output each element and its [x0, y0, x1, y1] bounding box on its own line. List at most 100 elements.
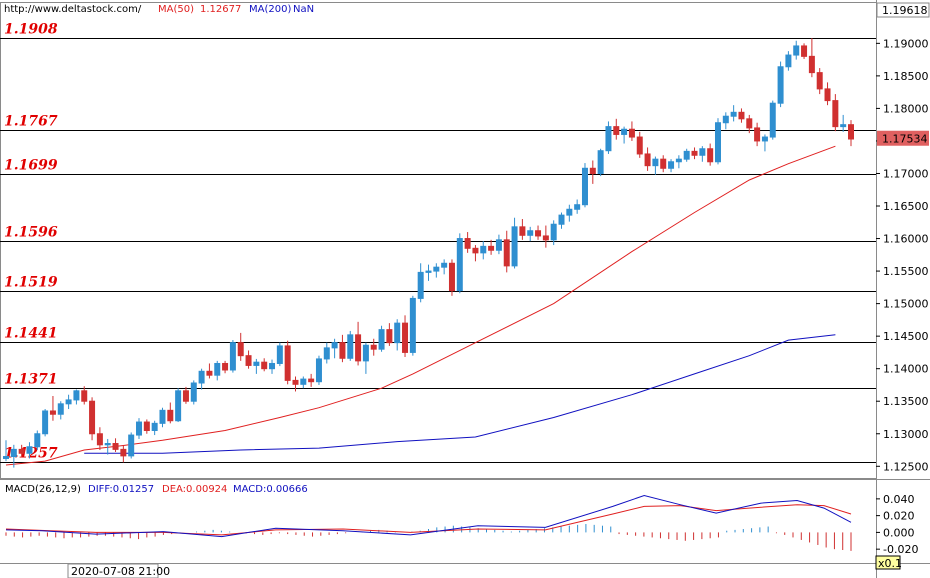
candle-body-39 [308, 378, 315, 383]
candle-body-10 [81, 390, 88, 402]
candle-body-61 [480, 245, 487, 254]
price-tick-11: 1.13500 [883, 395, 929, 408]
candle-body-7 [57, 403, 64, 415]
macd-tick-2: 0.000 [883, 526, 915, 539]
candle-body-31 [245, 355, 252, 366]
candle-body-29 [229, 342, 236, 371]
candle-body-74 [581, 167, 588, 206]
candle-body-41 [323, 347, 330, 360]
level-label-6: 1.1371 [4, 372, 58, 388]
level-label-4: 1.1519 [4, 275, 58, 291]
candle-body-1 [10, 448, 17, 458]
candle-body-57 [448, 262, 455, 292]
candle-body-96 [754, 127, 761, 142]
macd-multiplier-box [875, 555, 901, 570]
macd-dea-label: DEA:0.00924 [162, 484, 227, 495]
candle-body-26 [206, 370, 213, 376]
candle-body-38 [300, 378, 307, 385]
candle-body-5 [42, 410, 49, 435]
candles-layer [3, 38, 854, 468]
candle-body-9 [73, 390, 80, 401]
candle-body-17 [136, 421, 143, 436]
candle-body-47 [370, 344, 377, 350]
candle-body-87 [683, 150, 690, 160]
candle-body-58 [456, 238, 463, 292]
price-tick-5: 1.16500 [883, 200, 929, 213]
candle-body-27 [214, 362, 221, 376]
candle-body-66 [519, 226, 526, 236]
macd-label: MACD(26,12,9) [5, 484, 81, 495]
candle-body-6 [49, 410, 56, 415]
candle-body-94 [738, 111, 745, 120]
candle-body-82 [644, 153, 651, 167]
ma50-label: MA(50) [158, 4, 194, 15]
macd-tick-1: 0.020 [883, 510, 915, 523]
candle-body-23 [182, 390, 189, 402]
candle-body-52 [409, 297, 416, 353]
candle-body-42 [331, 342, 338, 349]
candle-body-22 [175, 390, 182, 422]
candle-body-64 [503, 239, 510, 267]
candle-body-95 [746, 118, 753, 129]
candle-body-88 [691, 150, 698, 156]
candle-body-93 [730, 111, 737, 117]
candle-body-35 [276, 345, 283, 364]
candle-body-99 [777, 66, 784, 104]
macd-tick-3: -0.020 [883, 543, 918, 556]
ma200-line [84, 334, 836, 454]
candle-body-98 [769, 102, 776, 138]
candle-body-68 [535, 230, 542, 237]
candle-body-50 [394, 322, 401, 344]
candle-body-12 [96, 433, 103, 446]
macd-layer: 0.040 0.020 0.000 -0.020 [5, 493, 918, 556]
ma200-label: MA(200) [249, 4, 291, 15]
level-label-1: 1.1767 [4, 114, 58, 130]
candle-body-45 [355, 334, 362, 362]
price-tick-7: 1.15500 [883, 265, 929, 278]
site-url: http://www.deltastock.com/ [4, 4, 142, 15]
price-tick-10: 1.14000 [883, 363, 929, 376]
candle-body-65 [511, 226, 518, 267]
top-value-box [876, 2, 930, 18]
candle-body-71 [558, 214, 565, 225]
candle-body-37 [292, 379, 299, 385]
candle-body-63 [495, 239, 502, 251]
candle-body-8 [65, 399, 72, 405]
price-panel-frame [0, 2, 877, 479]
macd-tick-0: 0.040 [883, 493, 915, 506]
candle-body-20 [159, 409, 166, 424]
candle-body-43 [339, 342, 346, 359]
price-tick-13: 1.12500 [883, 460, 929, 473]
candle-body-40 [315, 358, 322, 383]
candle-body-18 [143, 421, 150, 432]
price-tick-6: 1.16000 [883, 233, 929, 246]
candle-body-76 [597, 150, 604, 174]
macd-multiplier: x0.1 [878, 557, 902, 570]
candle-body-83 [652, 158, 659, 167]
candle-body-56 [441, 262, 448, 268]
candle-body-101 [793, 45, 800, 56]
price-tick-2: 1.18000 [883, 102, 929, 115]
candle-body-69 [542, 235, 549, 241]
candle-body-54 [425, 270, 432, 273]
candle-body-78 [613, 126, 620, 135]
candle-body-55 [433, 266, 440, 272]
candle-body-79 [621, 128, 628, 135]
candle-body-3 [26, 446, 33, 454]
candle-body-72 [566, 208, 573, 216]
candle-body-92 [722, 115, 729, 124]
candle-body-32 [253, 361, 260, 366]
candle-body-11 [89, 400, 96, 435]
moving-averages-layer [5, 145, 836, 466]
price-axis-layer: 1.190001.185001.180001.175001.170001.165… [876, 37, 929, 473]
macd-diff-label: DIFF:0.01257 [88, 484, 154, 495]
candle-body-100 [785, 54, 792, 68]
candle-body-14 [112, 443, 119, 450]
ma50-line [5, 145, 836, 466]
candle-body-49 [386, 329, 393, 344]
candle-body-15 [120, 448, 127, 457]
candle-body-48 [378, 329, 385, 350]
ma200-value: NaN [293, 4, 314, 15]
candle-body-59 [464, 238, 471, 249]
